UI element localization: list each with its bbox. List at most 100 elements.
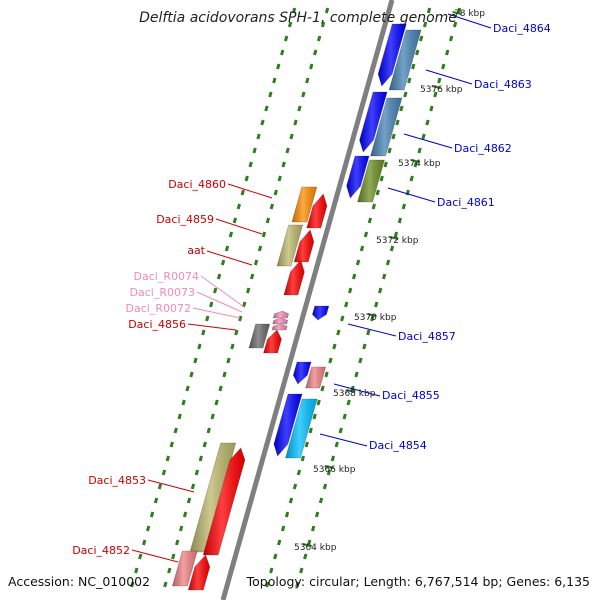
gene-daci-4860-pair[interactable] <box>306 193 328 229</box>
gene-daci-4861-pair[interactable] <box>346 155 370 199</box>
gene-daci-4864[interactable] <box>377 23 407 87</box>
gene-label-daci-r0073[interactable]: Daci_R0073 <box>130 286 195 299</box>
guide-dot <box>256 133 261 140</box>
gene-label-daci-4854[interactable]: Daci_4854 <box>369 439 427 452</box>
guide-dot <box>351 273 357 280</box>
guide-dot <box>186 497 192 504</box>
guide-dot <box>280 525 286 532</box>
guide-dot <box>359 245 365 252</box>
guide-dot <box>178 525 184 532</box>
guide-dot <box>220 259 226 266</box>
guide-dot <box>389 245 395 252</box>
forward-gene-labels: Daci_4860 Daci_4859 aat Daci_R0074 Daci_… <box>72 178 226 557</box>
guide-dot <box>284 511 290 518</box>
guide-dot <box>149 511 155 518</box>
guide-dot <box>399 105 404 112</box>
gene-aat[interactable] <box>283 259 305 296</box>
guide-dot <box>403 91 408 98</box>
guide-dot <box>130 581 135 588</box>
gene-daci-4860[interactable] <box>291 186 318 223</box>
guide-dot <box>253 259 259 266</box>
tick-labels: 78 kbp 5376 kbp 5374 kbp 5372 kbp 5370 k… <box>294 9 485 553</box>
tick-label: 5364 kbp <box>294 543 337 553</box>
gene-daci-4861[interactable] <box>357 159 385 203</box>
guide-dot <box>232 217 238 224</box>
gene-daci-4855[interactable] <box>305 366 327 389</box>
gene-label-aat[interactable]: aat <box>187 244 205 257</box>
gene-daci-r0074[interactable] <box>272 310 290 319</box>
guide-dot <box>456 7 462 14</box>
guide-dot <box>161 469 167 476</box>
guide-dot <box>429 105 434 112</box>
gene-daci-4857[interactable] <box>311 305 330 321</box>
gene-label-daci-4857[interactable]: Daci_4857 <box>398 330 456 343</box>
guide-dot <box>272 77 277 84</box>
guide-dot <box>374 301 379 308</box>
guide-dot <box>307 539 312 546</box>
guide-dot <box>202 441 207 448</box>
guide-dot <box>209 301 214 308</box>
guide-dot <box>182 511 188 518</box>
gene-daci-4859[interactable] <box>276 224 304 267</box>
gene-daci-4859-pair[interactable] <box>293 229 315 263</box>
guide-dot <box>280 49 285 56</box>
label-connector <box>215 218 263 235</box>
guide-dot <box>173 427 178 434</box>
guide-dot <box>177 413 182 420</box>
gene-label-daci-4864[interactable]: Daci_4864 <box>493 22 551 35</box>
gene-daci-4855-pair[interactable] <box>292 361 312 385</box>
gene-label-daci-4861[interactable]: Daci_4861 <box>437 196 495 209</box>
guide-dot <box>197 343 202 350</box>
guide-dot <box>367 217 373 224</box>
gene-label-daci-r0074[interactable]: Daci_R0074 <box>134 270 199 283</box>
label-connector <box>147 479 195 493</box>
guide-dot <box>273 189 278 196</box>
gene-daci-r0072[interactable] <box>271 323 288 331</box>
guide-dot <box>401 203 406 210</box>
guide-dot <box>242 301 247 308</box>
gene-label-daci-4853[interactable]: Daci_4853 <box>88 474 146 487</box>
gene-daci-4853-pair[interactable] <box>202 447 246 556</box>
guide-dot <box>426 7 432 14</box>
guide-dot <box>236 203 241 210</box>
gene-daci-4862[interactable] <box>370 97 403 157</box>
gene-label-daci-4852[interactable]: Daci_4852 <box>72 544 130 557</box>
gene-daci-4852[interactable] <box>171 550 198 587</box>
gene-label-daci-4859[interactable]: Daci_4859 <box>156 213 214 226</box>
gene-label-daci-4856[interactable]: Daci_4856 <box>128 318 186 331</box>
gene-label-daci-4862[interactable]: Daci_4862 <box>454 142 512 155</box>
guide-dot <box>433 91 438 98</box>
gene-label-daci-r0072[interactable]: Daci_R0072 <box>126 302 191 315</box>
guide-dot <box>354 371 359 378</box>
tick-mark <box>345 389 356 393</box>
guide-dot <box>292 483 298 490</box>
gene-label-daci-4855[interactable]: Daci_4855 <box>382 389 440 402</box>
gene-daci-4854[interactable] <box>284 398 318 459</box>
guide-dot <box>387 147 392 154</box>
map-title: Delftia acidovorans SPH-1, complete geno… <box>139 10 457 26</box>
gene-daci-r0073[interactable] <box>272 317 289 325</box>
guide-dot <box>276 63 281 70</box>
guide-dot <box>330 455 336 462</box>
gene-daci-4854-pair[interactable] <box>273 393 303 457</box>
guide-dot <box>395 119 400 126</box>
guide-dot <box>308 427 313 434</box>
guide-dot <box>296 469 302 476</box>
gene-daci-4856-pair[interactable] <box>263 329 282 354</box>
gene-daci-4856[interactable] <box>248 323 271 349</box>
gene-features <box>171 23 422 591</box>
gene-label-daci-4863[interactable]: Daci_4863 <box>474 78 532 91</box>
guide-dot <box>371 203 376 210</box>
guide-dot <box>289 133 294 140</box>
guide-dot <box>419 35 424 42</box>
gene-daci-4852-pair[interactable] <box>187 554 211 591</box>
guide-dot <box>407 77 412 84</box>
guide-dot <box>288 497 294 504</box>
guide-dot <box>230 343 235 350</box>
gene-daci-4862-pair[interactable] <box>359 91 388 153</box>
guide-dot <box>346 399 351 406</box>
guide-dot <box>213 287 218 294</box>
label-connector <box>403 133 453 149</box>
gene-label-daci-4860[interactable]: Daci_4860 <box>168 178 226 191</box>
gene-daci-4863[interactable] <box>388 29 422 91</box>
